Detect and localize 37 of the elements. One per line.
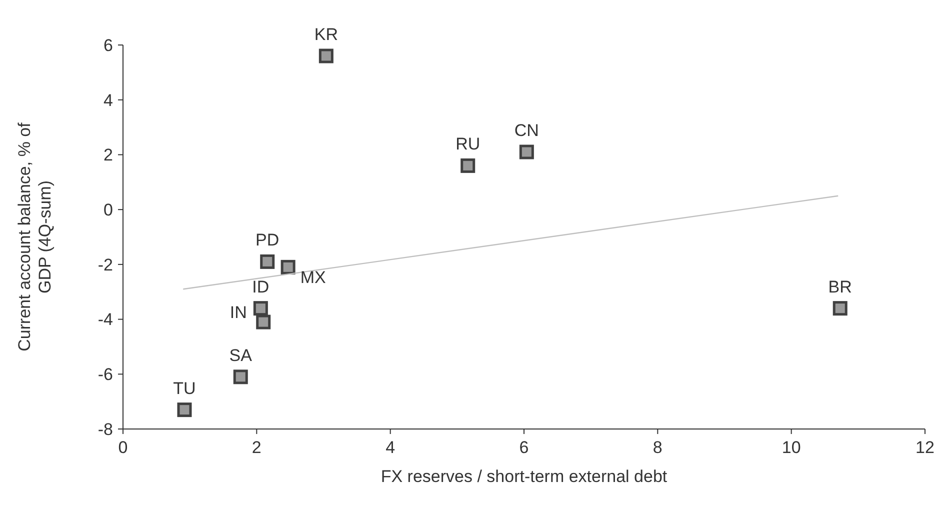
y-tick-label: -2 bbox=[98, 255, 113, 274]
point bbox=[280, 260, 296, 274]
annotation: CN bbox=[514, 120, 539, 140]
y-tick-label: 2 bbox=[104, 146, 113, 165]
x-tick-label: 8 bbox=[652, 438, 662, 457]
annotation: MX bbox=[300, 268, 326, 288]
point bbox=[256, 314, 271, 330]
annotation: IN bbox=[230, 302, 247, 322]
annotation: SA bbox=[229, 346, 253, 365]
point bbox=[519, 144, 534, 160]
y-axis-title: Current account balance, % of GDP (4Q-sum) bbox=[15, 122, 54, 352]
y-tick-label: 0 bbox=[104, 200, 113, 220]
annotation: PD bbox=[256, 230, 280, 250]
annotation: KR bbox=[314, 24, 338, 44]
x-tick-label: 0 bbox=[118, 438, 128, 457]
y-tick-label: -8 bbox=[98, 420, 113, 439]
x-tick-label: 10 bbox=[782, 438, 801, 457]
point bbox=[253, 301, 268, 316]
y-tick-label: -6 bbox=[98, 365, 113, 384]
annotation: RU bbox=[456, 134, 480, 154]
x-tick-label: 2 bbox=[252, 438, 262, 457]
annotation: BR bbox=[828, 277, 852, 296]
x-tick-label: 4 bbox=[386, 438, 396, 457]
point bbox=[460, 158, 476, 173]
y-tick-label: 4 bbox=[104, 90, 113, 110]
y-tick-label: -4 bbox=[98, 310, 113, 330]
x-axis-title: FX reserves / short-term external debt bbox=[380, 467, 668, 486]
annotation: ID bbox=[252, 277, 270, 296]
point bbox=[260, 254, 275, 269]
x-tick-label: 12 bbox=[916, 438, 934, 457]
point bbox=[832, 301, 848, 316]
point bbox=[177, 402, 192, 418]
point bbox=[318, 48, 334, 64]
annotation: TU bbox=[173, 378, 196, 398]
point bbox=[233, 370, 248, 384]
x-tick-label: 6 bbox=[519, 438, 529, 457]
y-tick-label: 6 bbox=[104, 36, 113, 55]
